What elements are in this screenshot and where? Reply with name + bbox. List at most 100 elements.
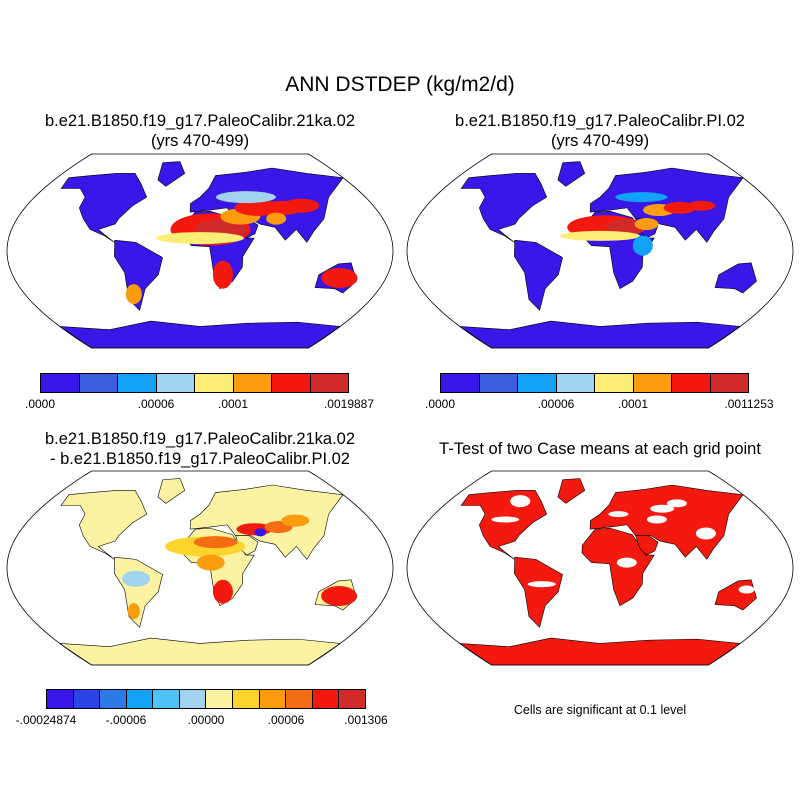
colorbar-swatch <box>206 690 234 708</box>
colorbar-pi-label: .0001 <box>617 397 649 411</box>
panel1-title: b.e21.B1850.f19_g17.PaleoCalibr.21ka.02 … <box>0 111 400 151</box>
colorbar-swatch <box>233 374 272 392</box>
colorbar-swatch <box>47 690 74 708</box>
land-arabia <box>635 535 659 556</box>
colorbar-swatch <box>339 690 365 708</box>
land-northAmerica <box>460 490 548 560</box>
shading-blob <box>156 232 244 245</box>
panel1-title-line1: b.e21.B1850.f19_g17.PaleoCalibr.21ka.02 <box>44 112 356 130</box>
land-greenland <box>157 478 186 504</box>
panel3-title-line2: - b.e21.B1850.f19_g17.PaleoCalibr.PI.02 <box>50 450 350 468</box>
shading-blob <box>695 527 716 540</box>
colorbar-difference-label: -.00006 <box>105 713 147 727</box>
shading-blob <box>491 516 520 523</box>
colorbar-21ka <box>40 373 349 393</box>
colorbar-pi <box>440 373 749 393</box>
land-northAmerica <box>460 173 548 243</box>
shading-blob <box>283 198 320 213</box>
shading-blob <box>616 557 637 568</box>
colorbar-21ka-label: .00006 <box>137 397 175 411</box>
shading-blob <box>527 581 556 588</box>
colorbar-difference-label: .00000 <box>187 713 225 727</box>
land-greenland <box>157 161 186 187</box>
shading-blob <box>510 495 531 508</box>
shading-blob <box>196 554 225 571</box>
land-northAmerica <box>60 490 148 560</box>
shading-blob <box>254 528 267 537</box>
shading-blob <box>281 514 310 527</box>
colorbar-swatch <box>79 374 118 392</box>
shading-blob <box>212 579 233 604</box>
colorbar-difference-label: -.00024874 <box>15 713 77 727</box>
colorbar-21ka-label: .0000 <box>24 397 56 411</box>
colorbar-swatch <box>310 374 348 392</box>
colorbar-21ka-label: .0001 <box>217 397 249 411</box>
colorbar-swatch <box>179 690 207 708</box>
shading-blob <box>321 586 358 607</box>
shading-blob <box>266 212 287 225</box>
shading-blob <box>560 230 640 241</box>
colorbar-swatch <box>195 374 234 392</box>
colorbar-swatch <box>118 374 157 392</box>
land-australia <box>714 262 757 294</box>
shading-blob <box>125 284 142 305</box>
land-southAmerica <box>514 239 563 311</box>
shading-blob <box>634 218 659 231</box>
shading-blob <box>632 235 653 256</box>
shading-blob <box>666 499 687 508</box>
map-panel-difference <box>6 470 394 666</box>
shading-blob <box>687 200 716 211</box>
land-africa <box>581 527 655 607</box>
panel2-title-line2: (yrs 470-499) <box>550 132 650 150</box>
colorbar-swatch <box>518 374 557 392</box>
map-panel-pi <box>406 153 794 349</box>
shading-blob <box>122 570 151 587</box>
significance-note: Cells are significant at 0.1 level <box>513 703 687 717</box>
land-greenland <box>557 478 586 504</box>
map-border <box>6 153 394 349</box>
colorbar-swatch <box>153 690 180 708</box>
colorbar-swatch <box>286 690 313 708</box>
colorbar-swatch <box>479 374 518 392</box>
shading-blob <box>212 260 233 289</box>
colorbar-difference-label: .00006 <box>267 713 305 727</box>
map-panel-ttest <box>406 470 794 666</box>
colorbar-difference <box>46 689 366 709</box>
colorbar-difference-label: .001306 <box>344 713 388 727</box>
colorbar-swatch <box>672 374 711 392</box>
colorbar-swatch <box>633 374 672 392</box>
shading-blob <box>127 603 140 620</box>
colorbar-21ka-label: .0019887 <box>323 397 375 411</box>
shading-blob <box>321 267 358 288</box>
panel2-title: b.e21.B1850.f19_g17.PaleoCalibr.PI.02 (y… <box>400 111 800 151</box>
map-border <box>406 153 794 349</box>
land-southAmerica <box>514 556 563 628</box>
colorbar-swatch <box>595 374 634 392</box>
colorbar-swatch <box>73 690 101 708</box>
colorbar-swatch <box>556 374 595 392</box>
shading-blob <box>615 192 668 203</box>
panel4-title: T-Test of two Case means at each grid po… <box>400 439 800 459</box>
colorbar-pi-label: .0011253 <box>724 397 774 411</box>
map-panel-21ka <box>6 153 394 349</box>
shading-blob <box>608 511 629 518</box>
colorbar-swatch <box>100 690 127 708</box>
colorbar-pi-label: .0000 <box>424 397 456 411</box>
colorbar-swatch <box>41 374 80 392</box>
map-border <box>406 470 794 666</box>
shading-blob <box>193 536 238 549</box>
colorbar-swatch <box>126 690 154 708</box>
main-title: ANN DSTDEP (kg/m2/d) <box>285 73 515 96</box>
colorbar-swatch <box>156 374 195 392</box>
shading-blob <box>215 191 276 204</box>
colorbar-swatch <box>441 374 480 392</box>
panel3-title-line1: b.e21.B1850.f19_g17.PaleoCalibr.21ka.02 <box>44 430 356 448</box>
land-northAmerica <box>60 173 148 243</box>
panel1-title-line2: (yrs 470-499) <box>150 132 250 150</box>
colorbar-swatch <box>259 690 287 708</box>
panel2-title-line1: b.e21.B1850.f19_g17.PaleoCalibr.PI.02 <box>455 112 745 130</box>
land-greenland <box>557 161 586 187</box>
map-border <box>6 470 394 666</box>
shading-blob <box>646 515 667 524</box>
land-southAmerica <box>114 239 163 311</box>
